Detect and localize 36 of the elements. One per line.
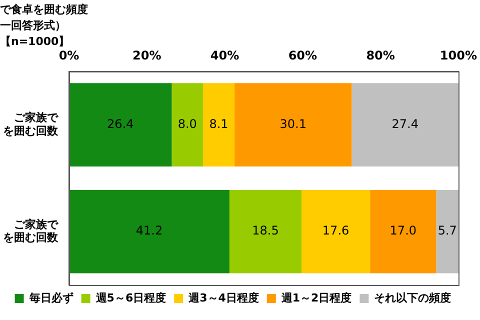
x-tick-label: 40% [210, 48, 240, 62]
x-tick-label: 0% [58, 48, 80, 62]
data-label: 17.0 [390, 224, 417, 238]
legend-label: それ以下の頻度 [374, 291, 452, 304]
chart-title: で食卓を囲む頻度 [0, 2, 88, 18]
x-tick-label: 60% [288, 48, 318, 62]
data-label: 41.2 [136, 224, 163, 238]
data-label: 18.5 [252, 224, 279, 238]
text: 【n=1000】 [0, 34, 71, 50]
data-label: 17.6 [322, 224, 350, 238]
legend-label: 週3～4日程度 [188, 291, 259, 304]
legend-label: 毎日必ず [28, 291, 74, 304]
data-label: 8.1 [209, 116, 228, 131]
bar [352, 83, 458, 166]
data-label: 8.0 [178, 116, 197, 131]
bar [234, 83, 352, 166]
bar [69, 83, 172, 166]
data-label: 5.7 [438, 224, 457, 238]
data-label: 27.4 [392, 116, 418, 131]
x-tick-label: 100% [440, 48, 478, 62]
y-tick-label: ご家族でを囲む回数 [3, 218, 59, 244]
bar [436, 190, 458, 274]
bar [202, 83, 235, 166]
chart-subtitle: 一回答形式） [0, 18, 67, 34]
bar [69, 190, 230, 274]
bar [370, 190, 436, 274]
data-label: 26.4 [107, 116, 134, 131]
bar [302, 190, 370, 274]
legend-label: 週1～2日程度 [280, 291, 352, 304]
x-tick-label: 20% [132, 48, 162, 62]
legend-label: 週5～6日程度 [94, 291, 166, 304]
bar [229, 190, 302, 274]
data-label: 30.1 [280, 116, 306, 131]
bar [172, 83, 203, 166]
y-tick-label: ご家族でを囲む回数 [3, 111, 59, 138]
x-tick-label: 80% [366, 48, 395, 62]
